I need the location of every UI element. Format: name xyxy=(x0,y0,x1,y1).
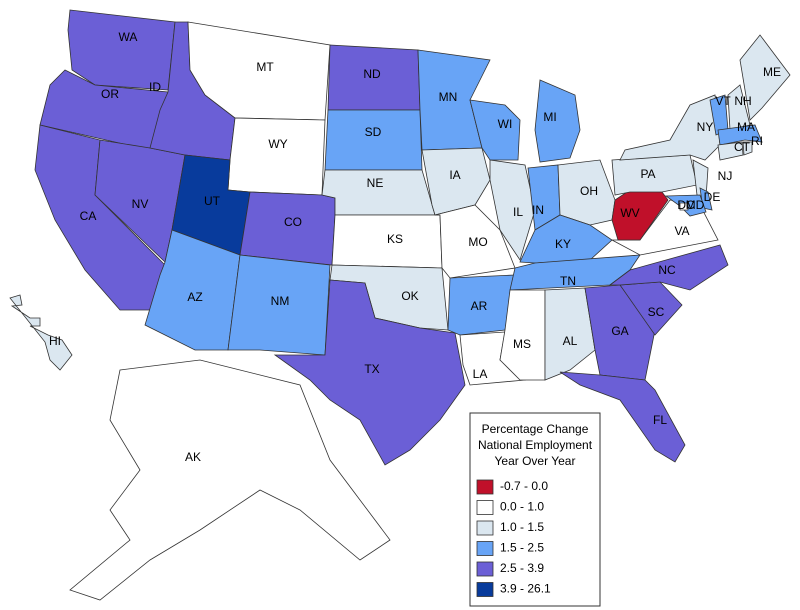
state-shape xyxy=(559,371,686,463)
state-label: NE xyxy=(367,176,384,190)
state-label: KS xyxy=(387,232,403,246)
state-label: SD xyxy=(365,125,382,139)
state-shape xyxy=(739,34,791,121)
state-shape xyxy=(273,279,466,466)
legend-label: 2.5 - 3.9 xyxy=(500,561,544,575)
state-label: NM xyxy=(271,294,290,308)
state-shape xyxy=(717,141,744,161)
state-label: IL xyxy=(513,205,523,219)
state-label: KY xyxy=(555,237,571,251)
state-shape xyxy=(742,141,753,156)
state-label: NJ xyxy=(718,169,733,183)
state-shape xyxy=(727,84,751,131)
state-label: MS xyxy=(513,337,531,351)
legend-swatch xyxy=(476,479,494,495)
legend-swatch xyxy=(476,561,494,577)
state-label: SC xyxy=(648,305,665,319)
state-label: AK xyxy=(185,450,201,464)
legend-title: National Employment xyxy=(478,438,593,452)
state-label: WA xyxy=(119,30,138,44)
state-shape xyxy=(227,117,326,196)
state-shape xyxy=(608,244,729,291)
state-shape xyxy=(69,359,391,601)
legend-label: 1.0 - 1.5 xyxy=(500,520,544,534)
state-label: PA xyxy=(640,167,655,181)
legend: Percentage Change National Employment Year… xyxy=(469,412,601,607)
state-label: CA xyxy=(80,209,97,223)
state-label: AZ xyxy=(187,290,202,304)
state-label: NC xyxy=(658,263,676,277)
state-shape xyxy=(67,9,176,91)
state-label: IA xyxy=(449,168,460,182)
state-shape xyxy=(9,294,73,371)
state-label: WV xyxy=(620,206,639,220)
state-shape xyxy=(227,254,331,356)
state-shape xyxy=(619,94,721,161)
legend-title: Year Over Year xyxy=(495,454,576,468)
legend-swatch xyxy=(476,541,494,556)
legend-swatch xyxy=(476,500,494,515)
state-shape xyxy=(717,124,763,146)
state-label: OH xyxy=(580,184,598,198)
states: WA OR CA NV ID MT WY UT CO AZ NM ND SD NE KS OK TX MN IA MO… xyxy=(9,9,791,601)
state-label: OK xyxy=(401,289,418,303)
state-label: ID xyxy=(149,80,161,94)
state-shape xyxy=(469,99,521,161)
state-label: LA xyxy=(473,367,488,381)
state-label: RI xyxy=(751,134,763,148)
state-label: ME xyxy=(763,65,781,79)
state-shape xyxy=(544,287,596,381)
state-label: CO xyxy=(284,215,302,229)
state-label: NV xyxy=(132,197,149,211)
legend-title: Percentage Change xyxy=(482,422,589,436)
state-label: MI xyxy=(543,110,556,124)
state-label: NY xyxy=(697,120,714,134)
state-label: CT xyxy=(734,140,751,154)
state-label: AL xyxy=(563,334,578,348)
legend-swatch xyxy=(476,582,494,597)
state-label: MN xyxy=(439,90,458,104)
state-label: TX xyxy=(364,362,379,376)
state-shape xyxy=(534,79,581,163)
state-label: VT xyxy=(715,94,731,108)
state-label: MO xyxy=(468,235,487,249)
state-label: HI xyxy=(49,334,61,348)
legend-swatch xyxy=(476,520,494,536)
state-label: ND xyxy=(363,67,381,81)
state-label: WY xyxy=(268,137,287,151)
legend-label: 1.5 - 2.5 xyxy=(500,541,544,555)
state-label: GA xyxy=(611,324,628,338)
state-shape xyxy=(679,202,689,211)
state-label: MT xyxy=(256,60,274,74)
state-label: IN xyxy=(532,203,544,217)
state-label: OR xyxy=(101,87,119,101)
state-label: MD xyxy=(686,198,705,212)
state-label: DC xyxy=(677,198,695,212)
state-label: DE xyxy=(704,190,721,204)
state-label: WI xyxy=(498,117,513,131)
state-label: NH xyxy=(734,94,751,108)
state-label: UT xyxy=(204,194,221,208)
state-shape xyxy=(611,189,669,241)
state-label: AR xyxy=(471,299,488,313)
legend-label: 0.0 - 1.0 xyxy=(500,500,544,514)
state-shape xyxy=(324,109,423,171)
state-label: VA xyxy=(674,224,689,238)
state-shape xyxy=(434,204,516,279)
state-shape xyxy=(447,274,516,336)
legend-label: 3.9 - 26.1 xyxy=(500,582,551,596)
state-label: FL xyxy=(653,413,667,427)
legend-label: -0.7 - 0.0 xyxy=(500,479,548,493)
state-label: MA xyxy=(737,120,755,134)
state-shape xyxy=(489,159,536,261)
state-label: TN xyxy=(560,274,576,288)
